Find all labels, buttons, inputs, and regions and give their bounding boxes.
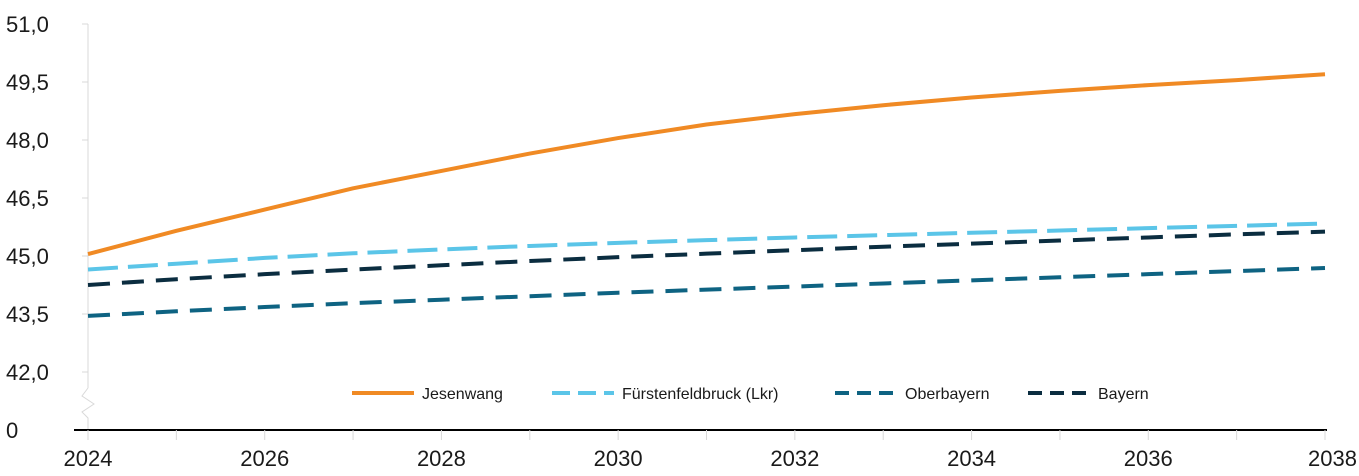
x-tick-label: 2024 <box>64 446 113 471</box>
y-tick-label: 46,5 <box>6 186 49 211</box>
series-line-jesenwang <box>87 72 1326 257</box>
y-tick-label: 43,5 <box>6 302 49 327</box>
series-line-oberbayern <box>87 265 1326 318</box>
x-tick-label: 2036 <box>1124 446 1173 471</box>
y-tick-label: 48,0 <box>6 128 49 153</box>
y-axis-break <box>81 387 95 430</box>
legend-label: Oberbayern <box>905 386 990 403</box>
x-tick-label: 2030 <box>594 446 643 471</box>
series-line-f-rstenfeldbruck-lkr <box>87 221 1326 272</box>
series-line-bayern <box>87 229 1326 287</box>
legend-label: Fürstenfeldbruck (Lkr) <box>622 386 779 403</box>
y-tick-label: 0 <box>6 418 18 443</box>
x-tick-label: 2032 <box>770 446 819 471</box>
y-tick-label: 45,0 <box>6 244 49 269</box>
x-tick-label: 2028 <box>417 446 466 471</box>
legend: Jesenwang Fürstenfeldbruck (Lkr) Oberbayer… <box>352 386 1149 403</box>
y-tick-label: 49,5 <box>6 70 49 95</box>
legend-label: Jesenwang <box>422 386 503 403</box>
legend-label: Bayern <box>1098 386 1149 403</box>
series-layer <box>87 72 1326 318</box>
y-tick-label: 42,0 <box>6 360 49 385</box>
y-tick-label: 51,0 <box>6 12 49 37</box>
axes-layer: 0 42,0 43,5 45,0 46,5 48,0 49,5 51,0 2024 2026 202… <box>6 12 1357 471</box>
x-tick-label: 2026 <box>240 446 289 471</box>
x-tick-label: 2034 <box>947 446 996 471</box>
x-tick-label: 2038 <box>1308 446 1357 471</box>
